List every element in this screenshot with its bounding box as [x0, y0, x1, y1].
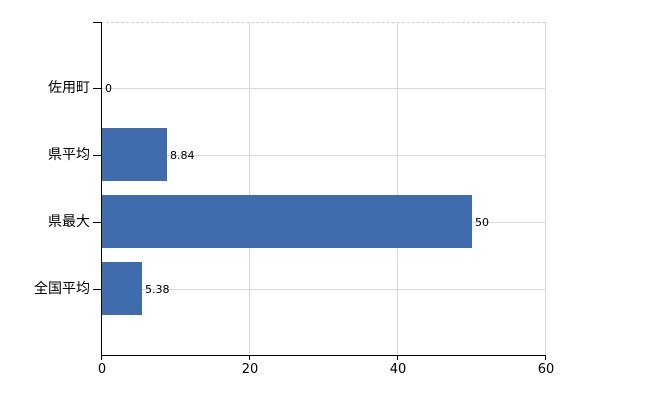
y-axis: [101, 22, 102, 355]
y-axis-tick: [93, 155, 101, 156]
value-label: 5.38: [145, 283, 170, 296]
y-axis-tick: [93, 88, 101, 89]
x-axis-tick: [101, 355, 102, 360]
y-axis-end-tick: [93, 22, 101, 23]
bar: [102, 195, 472, 248]
category-label: 県平均: [48, 147, 90, 163]
category-label: 佐用町: [48, 80, 90, 96]
value-label: 0: [105, 82, 112, 95]
x-axis-tick: [249, 355, 250, 360]
category-label: 全国平均: [34, 281, 90, 297]
plot-top-border: [101, 22, 545, 23]
y-axis-tick: [93, 289, 101, 290]
x-axis-tick: [545, 355, 546, 360]
gridline-horizontal: [102, 289, 545, 290]
gridline-vertical: [545, 22, 546, 355]
value-label: 50: [475, 216, 489, 229]
y-axis-tick: [93, 222, 101, 223]
x-axis-tick: [397, 355, 398, 360]
bar: [102, 262, 142, 315]
category-label: 県最大: [48, 214, 90, 230]
bar: [102, 128, 167, 181]
x-tick-label: 0: [97, 362, 107, 377]
gridline-horizontal: [102, 155, 545, 156]
x-tick-label: 20: [241, 362, 259, 377]
x-axis: [101, 355, 546, 356]
gridline-horizontal: [102, 88, 545, 89]
x-tick-label: 40: [389, 362, 407, 377]
x-tick-label: 60: [537, 362, 555, 377]
value-label: 8.84: [170, 149, 195, 162]
gridline-vertical: [249, 22, 250, 355]
gridline-vertical: [397, 22, 398, 355]
